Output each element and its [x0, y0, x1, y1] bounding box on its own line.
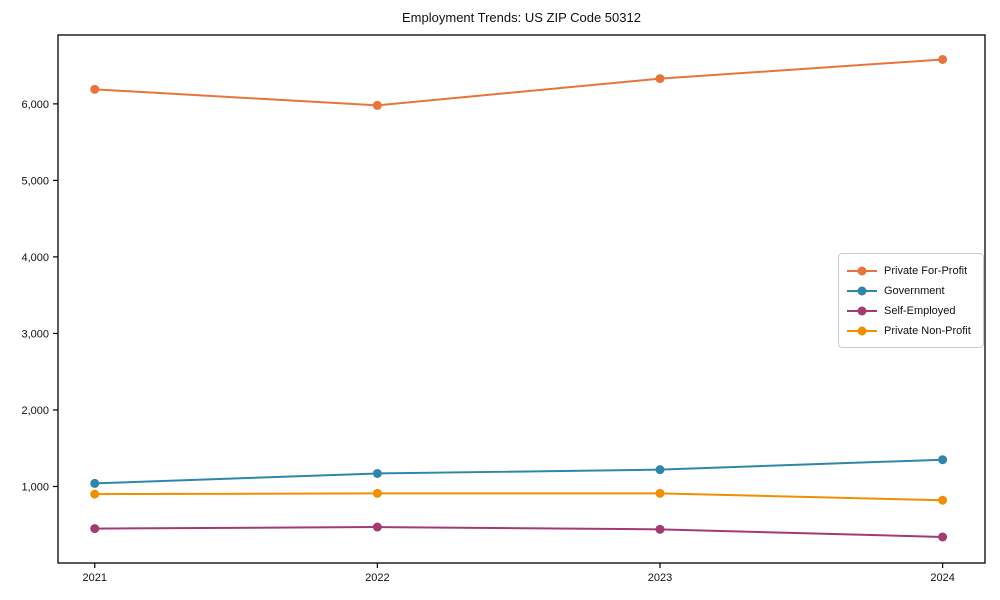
- marker-private-for-profit: [938, 54, 948, 64]
- legend-label-government: Government: [884, 284, 945, 297]
- line-private-non-profit: [94, 492, 943, 502]
- legend-item-self-employed: Self-Employed: [847, 301, 975, 320]
- legend-item-private-for-profit: Private For-Profit: [847, 261, 975, 280]
- x-tick-label: 2024: [930, 572, 954, 584]
- marker-private-for-profit: [372, 100, 382, 110]
- legend-item-government: Government: [847, 281, 975, 300]
- marker-private-non-profit: [655, 488, 665, 498]
- legend-swatch-private-non-profit: [847, 326, 877, 335]
- marker-private-non-profit: [938, 495, 948, 505]
- legend-item-private-non-profit: Private Non-Profit: [847, 321, 975, 340]
- y-tick-label: 4,000: [21, 252, 49, 264]
- y-tick-label: 1,000: [21, 481, 49, 493]
- x-tick-label: 2023: [648, 572, 672, 584]
- legend-swatch-self-employed: [847, 306, 877, 315]
- marker-private-non-profit: [372, 488, 382, 498]
- x-tick-label: 2022: [365, 572, 389, 584]
- chart-title: Employment Trends: US ZIP Code 50312: [402, 10, 641, 25]
- legend-swatch-private-for-profit: [847, 266, 877, 275]
- marker-private-non-profit: [90, 489, 100, 499]
- marker-government: [90, 478, 100, 488]
- legend: Private For-Profit Government Self-Employe…: [838, 253, 984, 348]
- marker-private-for-profit: [655, 74, 665, 84]
- marker-private-for-profit: [90, 84, 100, 94]
- marker-self-employed: [372, 522, 382, 532]
- marker-government: [938, 455, 948, 465]
- legend-label-private-non-profit: Private Non-Profit: [884, 324, 971, 337]
- y-tick-label: 5,000: [21, 175, 49, 187]
- y-tick-label: 6,000: [21, 99, 49, 111]
- legend-label-private-for-profit: Private For-Profit: [884, 264, 968, 277]
- legend-swatch-government: [847, 286, 877, 295]
- line-self-employed: [94, 526, 943, 538]
- legend-label-self-employed: Self-Employed: [884, 304, 956, 317]
- y-tick-label: 2,000: [21, 405, 49, 417]
- marker-government: [372, 468, 382, 478]
- x-tick-label: 2021: [82, 572, 106, 584]
- marker-self-employed: [90, 524, 100, 534]
- marker-self-employed: [938, 532, 948, 542]
- marker-self-employed: [655, 524, 665, 534]
- line-government: [94, 458, 943, 485]
- marker-government: [655, 465, 665, 475]
- axes-frame: [57, 34, 986, 564]
- y-tick-label: 3,000: [21, 328, 49, 340]
- line-private-for-profit: [94, 58, 943, 107]
